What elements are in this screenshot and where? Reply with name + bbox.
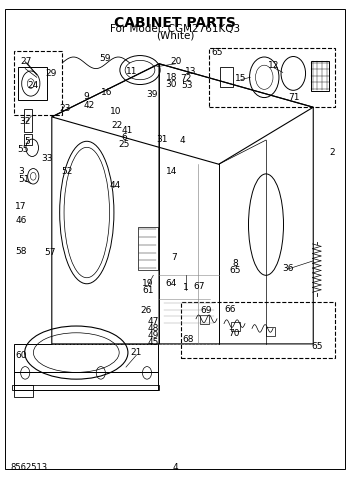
Text: 8562513: 8562513 [10,463,48,472]
Bar [24,134,32,145]
Text: 65: 65 [311,342,322,351]
Text: 64: 64 [165,279,176,288]
Text: 72: 72 [181,74,192,83]
Text: 46: 46 [15,216,27,225]
Bar [138,227,158,270]
Text: 23: 23 [59,104,70,113]
Text: 2: 2 [329,148,335,156]
Text: 68: 68 [183,335,194,343]
Text: 14: 14 [166,167,177,176]
Text: 10: 10 [110,107,121,115]
Text: 5: 5 [25,137,30,145]
Bar [200,315,209,324]
Text: 65: 65 [211,48,223,57]
Text: 52: 52 [61,167,72,176]
Text: 42: 42 [83,101,94,110]
Text: 21: 21 [131,348,142,357]
Text: 51: 51 [18,175,29,184]
Text: 36: 36 [282,264,294,272]
Text: 70: 70 [228,329,239,338]
Text: 44: 44 [110,182,121,190]
Text: 4: 4 [172,463,178,472]
Text: 58: 58 [15,247,27,256]
Text: 1: 1 [183,283,188,292]
Text: 15: 15 [235,74,246,83]
Text: (White): (White) [156,30,194,41]
Text: 48: 48 [148,324,159,333]
Text: 59: 59 [99,55,111,63]
Bar [14,51,62,115]
Text: For Model: CGM2761KQ3: For Model: CGM2761KQ3 [110,24,240,34]
Text: 7: 7 [172,253,177,262]
Text: 57: 57 [44,248,55,257]
Text: 6: 6 [121,133,127,142]
Text: 20: 20 [170,57,181,66]
Text: 26: 26 [141,306,152,314]
Bar [24,109,32,132]
Text: 29: 29 [45,69,56,78]
Bar [18,67,47,100]
Text: 31: 31 [156,135,167,143]
Text: 49: 49 [148,331,159,340]
Text: 16: 16 [101,88,112,97]
Text: 71: 71 [288,93,300,102]
Bar [12,385,159,390]
Bar [14,372,158,390]
Text: 45: 45 [148,339,159,347]
Text: 19: 19 [142,279,153,288]
Text: 41: 41 [122,126,133,135]
Text: 18: 18 [166,73,177,82]
Bar [231,322,240,331]
Text: 17: 17 [15,202,27,211]
Text: 33: 33 [42,154,53,163]
Bar [266,327,275,336]
Bar [220,67,233,87]
Bar [209,48,335,107]
Text: 55: 55 [17,145,28,154]
Text: 11: 11 [126,68,137,76]
Text: 9: 9 [83,92,89,101]
Text: 65: 65 [230,266,241,275]
Text: 32: 32 [20,117,31,126]
Text: 53: 53 [182,81,193,90]
Text: 27: 27 [21,57,32,66]
Text: 39: 39 [147,90,158,99]
Text: 13: 13 [185,68,196,76]
Text: 12: 12 [268,61,279,70]
Text: 4: 4 [179,136,185,144]
Text: 69: 69 [201,306,212,314]
Text: 3: 3 [18,167,24,176]
Text: 60: 60 [15,351,27,359]
Text: 22: 22 [111,121,122,130]
Text: 30: 30 [166,80,177,88]
Text: 25: 25 [119,141,130,149]
Text: 61: 61 [142,286,153,295]
Text: 8: 8 [232,259,238,268]
Text: CABINET PARTS: CABINET PARTS [114,16,236,30]
Text: 67: 67 [193,282,204,291]
Bar [14,385,33,397]
Text: 66: 66 [225,305,236,313]
Bar [181,302,335,358]
Text: 47: 47 [148,317,159,326]
Text: 24: 24 [28,82,39,90]
Bar [14,344,158,372]
Bar [311,61,329,91]
